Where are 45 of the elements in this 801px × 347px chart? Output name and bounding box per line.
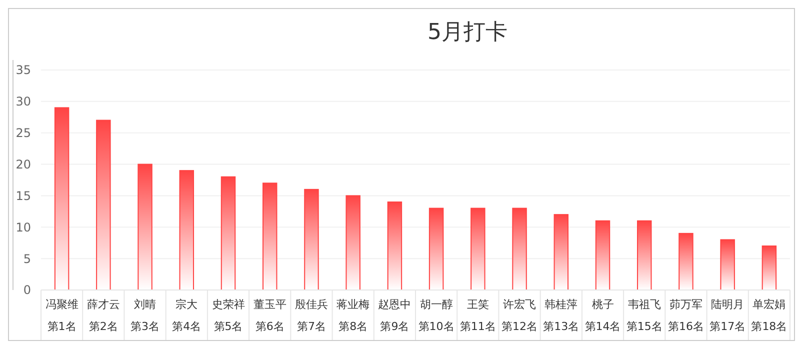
y-tick-label: 10 — [16, 220, 31, 234]
x-tick-label: 董玉平第6名 — [253, 298, 286, 333]
bar — [428, 208, 444, 290]
bar — [96, 120, 111, 290]
y-tick-label: 0 — [23, 283, 31, 298]
x-tick-label: 茆万军第16名 — [668, 298, 704, 333]
x-tick-label: 蒋业梅第8名 — [336, 298, 370, 333]
bar — [220, 176, 236, 290]
y-tick-label: 30 — [16, 94, 31, 109]
x-tick-label: 陆明月第17名 — [710, 298, 746, 333]
bar — [262, 182, 278, 290]
bar — [720, 239, 735, 290]
x-tick-label: 韩桂萍第13名 — [543, 298, 580, 333]
x-tick-label: 宗大第4名 — [172, 298, 202, 333]
bar — [387, 202, 402, 290]
x-tick-label: 薛才云第2名 — [86, 298, 120, 333]
bar — [678, 232, 694, 290]
bar — [636, 220, 652, 290]
y-tick-label: 15 — [16, 188, 31, 203]
x-tick-label: 刘晴第3名 — [130, 298, 160, 333]
x-tick-label: 许宏飞第12名 — [502, 298, 538, 333]
bar — [470, 208, 486, 290]
x-tick-label: 赵恩中第9名 — [378, 298, 412, 333]
bar — [346, 195, 360, 290]
y-tick-label: 35 — [16, 63, 31, 78]
x-tick-label: 史荣祥第5名 — [212, 298, 245, 333]
x-tick-label: 殷佳兵第7名 — [294, 298, 328, 333]
bar — [304, 188, 319, 290]
x-tick-label: 冯聚维第1名 — [45, 298, 78, 333]
x-tick-label: 胡一醇第10名 — [418, 298, 454, 333]
bar — [179, 170, 194, 290]
y-tick-label: 5 — [23, 252, 31, 266]
x-tick-label: 韦祖飞第15名 — [626, 298, 662, 333]
y-tick-label: 20 — [16, 157, 31, 172]
bar — [54, 107, 70, 290]
bar — [595, 220, 610, 290]
bar — [512, 208, 527, 290]
x-tick-label: 桃子第14名 — [584, 298, 621, 333]
chart-title: 5月打卡 — [428, 20, 508, 45]
bar — [554, 214, 569, 290]
x-tick-label: 王笑第11名 — [460, 298, 496, 333]
x-tick-label: 单宏娟第18名 — [751, 298, 788, 333]
y-tick-label: 25 — [16, 126, 31, 140]
bar — [762, 246, 777, 290]
bar — [138, 164, 152, 290]
